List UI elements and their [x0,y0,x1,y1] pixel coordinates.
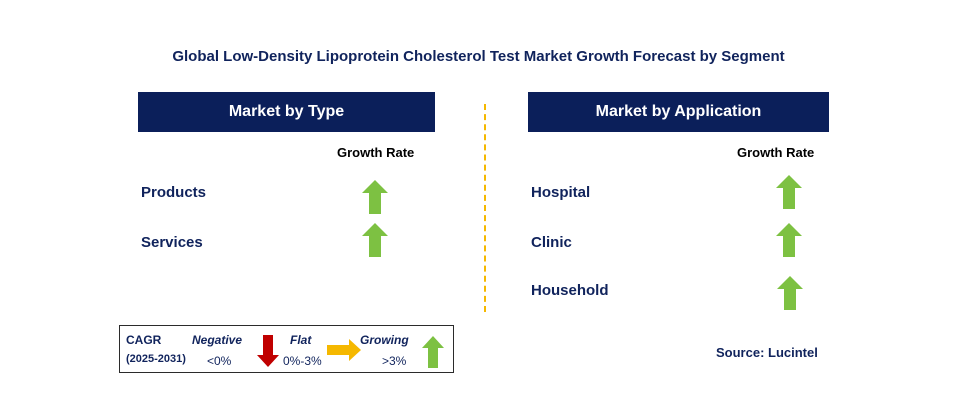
diagram-title: Global Low-Density Lipoprotein Cholester… [172,48,785,65]
up-arrow-icon [362,223,388,257]
application-panel-header: Market by Application [528,92,829,132]
application-growth-rate-label: Growth Rate [737,145,815,160]
legend-negative-label: Negative [192,333,243,347]
up-arrow-icon [776,223,802,257]
application-item-household-label: Household [531,282,609,299]
cagr-legend: CAGR (2025-2031) Negative <0% Flat 0%-3%… [119,325,454,373]
up-arrow-icon [362,180,388,214]
up-arrow-icon [422,336,444,368]
legend-cagr-label: CAGR [126,333,162,347]
type-item-services-label: Services [141,234,203,251]
up-arrow-icon [777,276,803,310]
down-arrow-icon [257,335,279,367]
legend-negative-range: <0% [207,354,232,368]
right-arrow-icon [327,339,361,361]
application-item-hospital-label: Hospital [531,184,591,201]
source-label: Source: Lucintel [716,345,818,360]
legend-flat-range: 0%-3% [283,354,322,368]
legend-growing-label: Growing [360,333,409,347]
legend-period: (2025-2031) [126,353,186,365]
type-item-products-label: Products [141,184,207,201]
legend-flat-label: Flat [290,333,312,347]
application-item-clinic-label: Clinic [531,234,572,251]
up-arrow-icon [776,175,802,209]
type-growth-rate-label: Growth Rate [337,145,415,160]
legend-growing-range: >3% [382,354,407,368]
panel-divider [484,104,486,312]
type-panel-header: Market by Type [138,92,435,132]
